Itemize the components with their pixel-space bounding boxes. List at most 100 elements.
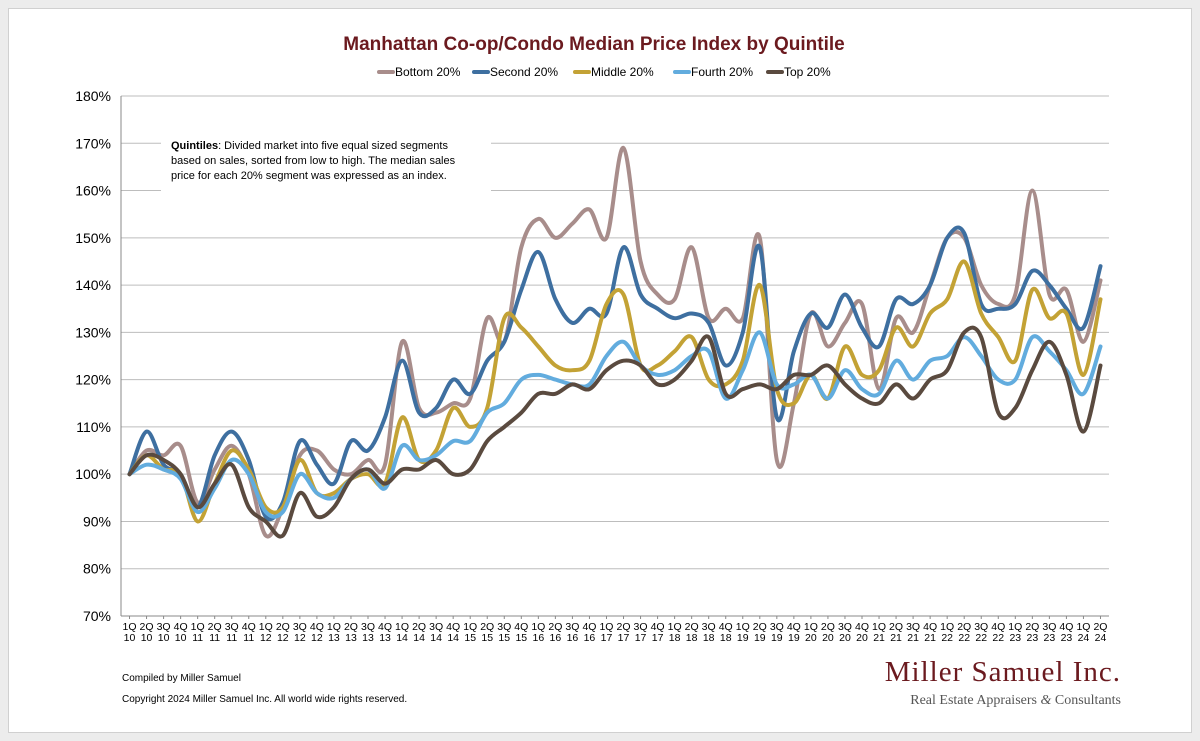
y-tick-label: 80% [83,561,111,577]
x-tick-label: 1Q 18 [668,621,682,644]
x-tick-label: 4Q 13 [378,621,392,644]
x-tick-label: 3Q 14 [429,621,443,644]
x-tick-label: 4Q 10 [174,621,188,644]
note-bold: Quintiles [171,140,218,152]
x-tick-label: 2Q 12 [276,621,290,644]
chart-svg: Manhattan Co-op/Condo Median Price Index… [75,34,1121,708]
x-tick-label: 2Q 14 [412,621,426,644]
x-tick-label: 1Q 21 [872,621,886,644]
x-tick-label: 1Q 19 [736,621,750,644]
x-tick-label: 4Q 22 [991,621,1005,644]
x-tick-label: 4Q 11 [242,621,256,644]
note-background [161,134,491,192]
x-tick-label: 1Q 22 [940,621,954,644]
y-tick-label: 150% [75,230,111,246]
x-tick-label: 3Q 21 [906,621,920,644]
x-tick-label: 2Q 17 [617,621,631,644]
legend-label-middle-20: Middle 20% [591,65,654,79]
y-tick-label: 180% [75,88,111,104]
legend-label-second-20: Second 20% [490,65,558,79]
x-tick-label: 3Q 23 [1042,621,1056,644]
legend-label-top-20: Top 20% [784,65,831,79]
x-tick-label: 1Q 12 [259,621,273,644]
chart-frame: Manhattan Co-op/Condo Median Price Index… [8,8,1192,733]
x-tick-label: 2Q 21 [889,621,903,644]
x-tick-label: 2Q 24 [1093,621,1107,644]
y-tick-label: 120% [75,372,111,388]
x-tick-label: 2Q 16 [548,621,562,644]
series-line-second-20 [127,225,1103,522]
series-line-middle-20 [127,259,1103,524]
x-tick-label: 2Q 13 [344,621,358,644]
x-tick-label: 2Q 19 [753,621,767,644]
x-tick-label: 3Q 18 [702,621,716,644]
x-tick-label: 2Q 20 [821,621,835,644]
quintiles-note: Quintiles: Divided market into five equa… [161,134,491,192]
y-axis-ticks: 70% 80% 90% 100% 110% 120% 130% 140% 150% 160% 170… [75,88,111,624]
y-tick-label: 160% [75,183,111,199]
legend: Bottom 20% Second 20% Middle 20% Fourth 20%… [377,65,831,79]
legend-label-fourth-20: Fourth 20% [691,65,753,79]
x-tick-label: 1Q 23 [1008,621,1022,644]
brand-name: Miller Samuel Inc. [885,656,1121,688]
x-tick-label: 4Q 16 [582,621,596,644]
x-tick-label: 3Q 22 [974,621,988,644]
tagline-part2: Consultants [1055,693,1121,708]
note-line-1: Quintiles: Divided market into five equa… [171,140,448,152]
x-tick-label: 4Q 17 [651,621,665,644]
chart-title: Manhattan Co-op/Condo Median Price Index… [343,34,844,55]
y-tick-label: 170% [75,135,111,151]
series-line-fourth-20 [127,330,1103,519]
x-tick-label: 2Q 23 [1025,621,1039,644]
legend-label-bottom-20: Bottom 20% [395,65,461,79]
x-tick-label: 1Q 24 [1076,621,1090,644]
copyright: Copyright 2024 Miller Samuel Inc. All wo… [122,694,407,705]
x-tick-label: 2Q 10 [140,621,154,644]
compiled-by: Compiled by Miller Samuel [122,673,241,684]
tagline-part1: Real Estate Appraisers [910,693,1037,708]
x-tick-label: 1Q 11 [191,621,205,644]
series-lines [127,145,1103,539]
x-tick-label: 1Q 13 [327,621,341,644]
x-tick-label: 1Q 15 [463,621,477,644]
x-tick-label: 2Q 15 [480,621,494,644]
y-tick-label: 130% [75,324,111,340]
x-tick-label: 4Q 21 [923,621,937,644]
x-tick-label: 3Q 11 [225,621,239,644]
x-tick-label: 1Q 17 [599,621,613,644]
x-tick-label: 1Q 16 [531,621,545,644]
y-tick-label: 70% [83,608,111,624]
x-tick-label: 3Q 20 [838,621,852,644]
brand-tagline: Real Estate Appraisers & Consultants [910,693,1121,708]
note-text-1: : Divided market into five equal sized s… [218,140,448,152]
x-tick-label: 4Q 19 [787,621,801,644]
tagline-amp: & [1040,693,1051,708]
brand-logo: Miller Samuel Inc. Real Estate Appraiser… [885,656,1121,708]
x-tick-label: 2Q 18 [685,621,699,644]
x-tick-label: 2Q 11 [208,621,222,644]
x-tick-label: 2Q 22 [957,621,971,644]
x-tick-label: 4Q 15 [514,621,528,644]
x-tick-label: 3Q 15 [497,621,511,644]
x-tick-label: 3Q 12 [293,621,307,644]
x-tick-label: 1Q 14 [395,621,409,644]
x-tick-label: 4Q 23 [1059,621,1073,644]
note-line-2: based on sales, sorted from low to high.… [171,155,456,167]
x-tick-label: 4Q 20 [855,621,869,644]
x-tick-label: 4Q 12 [310,621,324,644]
y-tick-label: 100% [75,466,111,482]
x-tick-label: 3Q 19 [770,621,784,644]
note-line-3: price for each 20% segment was expressed… [171,170,447,182]
y-tick-label: 90% [83,513,111,529]
x-tick-label: 3Q 16 [565,621,579,644]
x-tick-label: 3Q 10 [157,621,171,644]
x-tick-label: 4Q 14 [446,621,460,644]
x-tick-label: 1Q 20 [804,621,818,644]
x-tick-label: 1Q 10 [123,621,137,644]
x-tick-label: 4Q 18 [719,621,733,644]
x-tick-label: 3Q 13 [361,621,375,644]
series-line-bottom-20 [127,145,1103,539]
y-tick-label: 110% [76,419,111,435]
series-line-top-20 [127,325,1103,539]
